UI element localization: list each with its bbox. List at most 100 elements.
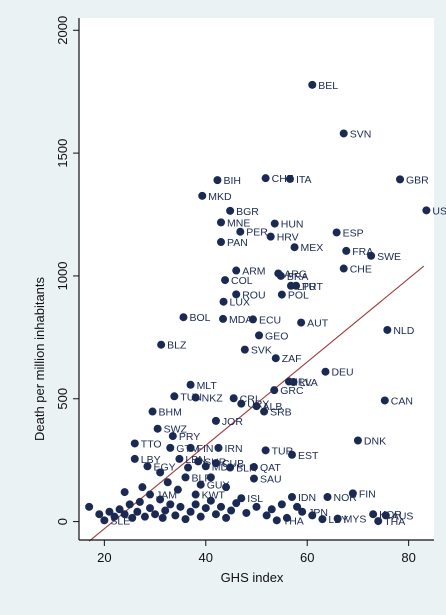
data-point [170, 392, 179, 401]
point-label: TUN [180, 391, 202, 403]
data-point [148, 407, 157, 416]
axes-layer: 20 40 60 80 0 500 1000 1500 2000 [55, 16, 434, 565]
point-label: SAU [260, 474, 282, 486]
point-label: ISL [247, 493, 263, 505]
data-point [161, 506, 170, 515]
point-label: JOR [222, 416, 243, 428]
point-label: ARG [284, 268, 307, 280]
point-label: AUS [392, 510, 414, 522]
data-point [374, 517, 383, 526]
point-label: IRN [224, 443, 242, 455]
data-point [232, 499, 241, 508]
point-label: DEU [331, 367, 353, 379]
data-point [282, 513, 291, 522]
point-label: BLZ [167, 340, 187, 352]
x-tick-label: 20 [97, 550, 111, 565]
data-point [339, 129, 348, 138]
point-label: ECU [259, 314, 281, 326]
data-point [288, 493, 296, 502]
data-point [248, 315, 257, 324]
point-label: EGY [153, 461, 175, 473]
data-point [146, 490, 154, 499]
data-point [240, 345, 249, 354]
point-label: DNK [364, 436, 386, 448]
data-point [252, 402, 261, 411]
point-label: PER [246, 227, 268, 239]
point-label: POL [288, 290, 309, 302]
data-point [211, 416, 220, 425]
data-point [297, 318, 306, 327]
point-label: PRT [302, 281, 323, 293]
data-point [201, 462, 210, 471]
data-point [219, 297, 228, 306]
data-point [191, 393, 200, 402]
data-point [290, 243, 299, 252]
point-label: SRB [270, 407, 292, 419]
point-label: MDA [229, 314, 252, 326]
point-labels-layer: BELSVNGBRUSACHEITABIHMKDBGRMNEHUNPERHRVE… [110, 80, 446, 528]
point-label: CUB [222, 458, 244, 470]
y-tick-label: 2000 [55, 16, 70, 45]
data-point [143, 462, 152, 471]
data-point [176, 502, 185, 511]
point-label: LBY [328, 514, 348, 526]
point-label: TTO [141, 438, 162, 450]
data-point [219, 314, 228, 323]
y-axis-title: Death per million inhabitants [32, 276, 47, 441]
data-point [288, 450, 296, 459]
data-point [191, 500, 200, 509]
point-label: ARM [242, 266, 265, 278]
data-point [130, 454, 139, 463]
x-axis-title: GHS index [221, 570, 284, 585]
data-point [383, 325, 392, 334]
data-point [381, 511, 390, 520]
data-point [229, 394, 238, 403]
point-label: THA [384, 516, 405, 528]
y-tick-label: 500 [55, 388, 70, 410]
data-point [367, 251, 376, 260]
data-point [339, 264, 348, 273]
point-label: URY [247, 399, 269, 411]
data-point [206, 496, 215, 505]
data-point [380, 396, 389, 405]
data-point [171, 511, 180, 520]
data-point [105, 507, 114, 516]
data-point [128, 513, 137, 522]
point-label: GRC [280, 385, 304, 397]
data-point [95, 510, 104, 519]
point-label: COL [231, 275, 253, 287]
data-point [271, 354, 280, 363]
point-label: CHE [350, 264, 372, 276]
data-point [146, 504, 154, 513]
point-label: LBY [141, 454, 161, 466]
point-label: BEL [318, 80, 338, 92]
point-label: NKZ [202, 393, 224, 405]
point-label: BLR [192, 472, 213, 484]
point-label: BHM [159, 407, 182, 419]
data-point [249, 474, 258, 483]
point-label: JPN [308, 507, 328, 519]
data-point [138, 483, 147, 492]
data-point [298, 507, 307, 516]
data-point [323, 493, 332, 502]
point-label: ESP [343, 227, 364, 239]
data-point [226, 463, 235, 472]
data-point [267, 505, 276, 514]
point-label: FIN [197, 443, 214, 455]
data-point [175, 454, 184, 463]
data-point [198, 191, 207, 200]
data-point [222, 483, 231, 492]
data-point [120, 488, 129, 497]
data-point [222, 513, 231, 522]
data-point [261, 174, 270, 183]
data-point [110, 512, 119, 521]
data-point [181, 473, 190, 482]
data-point [262, 511, 271, 520]
point-label: HUN [281, 219, 304, 231]
data-point [255, 331, 264, 340]
data-point [270, 386, 279, 395]
point-label: PRY [179, 431, 200, 443]
data-point [186, 380, 195, 389]
data-point [237, 494, 246, 503]
